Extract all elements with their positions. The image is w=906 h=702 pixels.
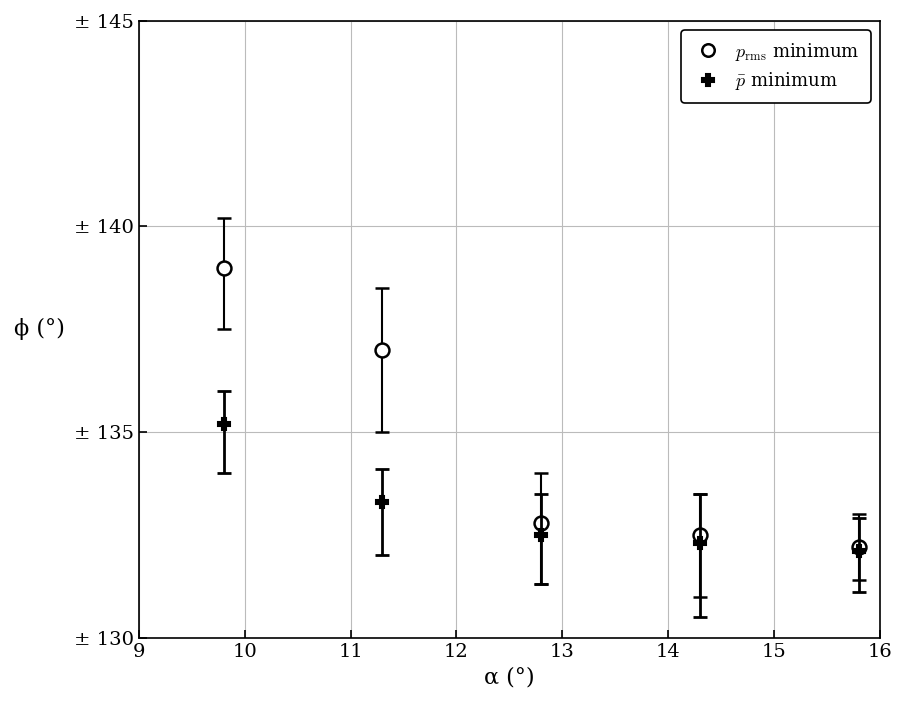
Y-axis label: ϕ (°): ϕ (°) [14,318,64,340]
Legend: $p_{\mathrm{rms}}$ minimum, $\bar{p}$ minimum: $p_{\mathrm{rms}}$ minimum, $\bar{p}$ mi… [681,30,871,102]
X-axis label: α (°): α (°) [484,666,535,688]
